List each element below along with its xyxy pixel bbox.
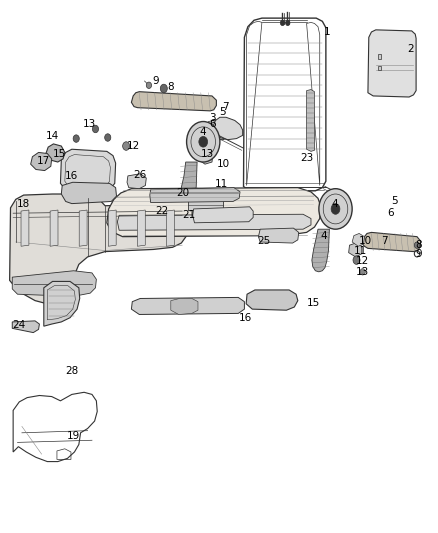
Polygon shape [363, 232, 420, 252]
Polygon shape [199, 150, 213, 164]
Polygon shape [378, 54, 381, 59]
Text: 3: 3 [209, 114, 216, 123]
Text: 13: 13 [82, 119, 95, 128]
Polygon shape [46, 144, 65, 162]
Polygon shape [171, 298, 198, 314]
Polygon shape [131, 297, 244, 314]
Text: 5: 5 [392, 197, 398, 206]
Text: 14: 14 [46, 132, 59, 141]
Circle shape [286, 20, 290, 26]
Text: 12: 12 [127, 141, 140, 151]
Text: 21: 21 [182, 211, 195, 220]
Text: 26: 26 [133, 170, 146, 180]
Polygon shape [131, 92, 216, 111]
Circle shape [146, 82, 152, 88]
Polygon shape [79, 210, 87, 246]
Text: 10: 10 [217, 159, 230, 169]
Polygon shape [180, 162, 197, 210]
Polygon shape [50, 210, 58, 246]
Text: 9: 9 [415, 249, 422, 259]
Polygon shape [378, 66, 381, 70]
Text: 15: 15 [53, 149, 66, 158]
Text: 13: 13 [356, 267, 369, 277]
Circle shape [414, 242, 420, 248]
Text: 9: 9 [152, 76, 159, 86]
Text: 4: 4 [321, 231, 327, 240]
Circle shape [187, 122, 220, 162]
Text: 11: 11 [215, 180, 228, 189]
Polygon shape [107, 188, 321, 237]
Polygon shape [193, 207, 253, 223]
Polygon shape [44, 281, 80, 326]
Polygon shape [307, 90, 314, 151]
Text: 13: 13 [201, 149, 214, 158]
Polygon shape [352, 233, 364, 246]
Polygon shape [61, 182, 117, 204]
Text: 16: 16 [65, 171, 78, 181]
Text: 8: 8 [415, 240, 422, 250]
Circle shape [331, 204, 340, 214]
Text: 28: 28 [66, 366, 79, 376]
Polygon shape [207, 128, 229, 140]
Polygon shape [10, 194, 188, 304]
Polygon shape [150, 188, 240, 203]
Polygon shape [60, 149, 116, 193]
Text: 22: 22 [155, 206, 168, 216]
Circle shape [280, 20, 285, 26]
Polygon shape [166, 210, 174, 246]
Text: 17: 17 [37, 156, 50, 166]
Polygon shape [138, 210, 145, 246]
Polygon shape [12, 321, 39, 333]
Circle shape [319, 189, 352, 229]
Text: 15: 15 [307, 298, 320, 308]
Polygon shape [312, 229, 329, 272]
Circle shape [353, 256, 360, 264]
Text: 7: 7 [223, 102, 229, 111]
Polygon shape [12, 271, 96, 296]
Text: 6: 6 [209, 119, 216, 128]
Circle shape [123, 142, 130, 150]
Text: 8: 8 [167, 83, 174, 92]
Circle shape [92, 125, 99, 133]
Circle shape [199, 136, 208, 147]
Polygon shape [127, 174, 146, 189]
Text: 24: 24 [12, 320, 25, 330]
Circle shape [360, 269, 365, 275]
Text: 2: 2 [407, 44, 414, 54]
Text: 10: 10 [359, 236, 372, 246]
Text: 6: 6 [387, 208, 394, 218]
Polygon shape [208, 120, 215, 130]
Text: 25: 25 [258, 236, 271, 246]
Circle shape [73, 135, 79, 142]
Polygon shape [117, 214, 311, 230]
Text: 11: 11 [354, 246, 367, 255]
Text: 19: 19 [67, 431, 80, 441]
Text: 20: 20 [176, 188, 189, 198]
Polygon shape [108, 210, 116, 246]
Polygon shape [368, 30, 416, 97]
Text: 1: 1 [324, 27, 331, 37]
Text: 4: 4 [331, 199, 338, 208]
Text: 12: 12 [356, 256, 369, 266]
Polygon shape [258, 228, 299, 243]
Polygon shape [349, 243, 362, 257]
Circle shape [160, 84, 167, 93]
Text: 5: 5 [219, 107, 226, 117]
Text: 16: 16 [239, 313, 252, 322]
Circle shape [105, 134, 111, 141]
Polygon shape [246, 290, 298, 310]
Polygon shape [21, 210, 29, 246]
Bar [188, 199, 223, 210]
Polygon shape [213, 117, 243, 140]
Text: 7: 7 [381, 236, 388, 246]
Text: 23: 23 [300, 153, 314, 163]
Text: 18: 18 [17, 199, 30, 208]
Polygon shape [31, 152, 52, 171]
Text: 4: 4 [200, 127, 206, 137]
